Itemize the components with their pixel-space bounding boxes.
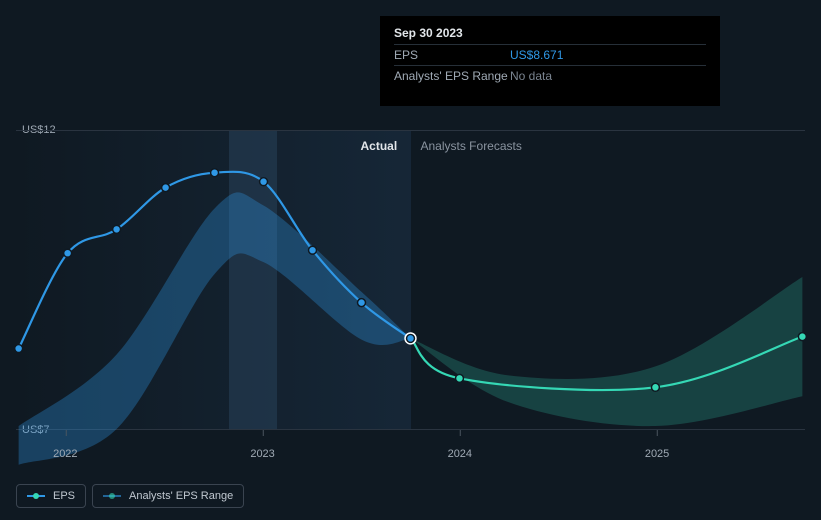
legend-label: EPS xyxy=(53,490,75,502)
chart-tooltip: Sep 30 2023 EPSUS$8.671Analysts' EPS Ran… xyxy=(380,16,720,106)
tooltip-key: Analysts' EPS Range xyxy=(394,69,510,83)
x-axis: 2022 2023 2024 2025 xyxy=(16,448,805,468)
x-axis-tick: 2022 xyxy=(53,448,77,460)
legend-label: Analysts' EPS Range xyxy=(129,490,233,502)
legend-swatch-icon xyxy=(27,492,45,500)
x-axis-tick: 2023 xyxy=(250,448,274,460)
x-axis-tick: 2024 xyxy=(448,448,472,460)
plot-region[interactable]: Actual Analysts Forecasts xyxy=(16,130,805,430)
tooltip-row: EPSUS$8.671 xyxy=(394,44,706,65)
legend-item[interactable]: EPS xyxy=(16,484,86,508)
x-axis-tick: 2025 xyxy=(645,448,669,460)
tooltip-value: No data xyxy=(510,69,552,83)
tooltip-row: Analysts' EPS RangeNo data xyxy=(394,65,706,86)
chart-svg xyxy=(16,131,805,429)
tooltip-key: EPS xyxy=(394,48,510,62)
chart-legend: EPS Analysts' EPS Range xyxy=(16,484,244,508)
tooltip-value: US$8.671 xyxy=(510,48,563,62)
legend-item[interactable]: Analysts' EPS Range xyxy=(92,484,244,508)
tooltip-date: Sep 30 2023 xyxy=(394,26,706,40)
legend-swatch-icon xyxy=(103,492,121,500)
